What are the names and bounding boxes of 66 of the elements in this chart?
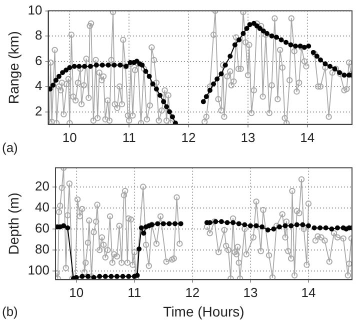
y-tick-label: 2 (35, 103, 42, 118)
y-tick-label: 80 (35, 242, 50, 257)
point (102, 274, 108, 279)
point (126, 274, 132, 279)
y-tick-label: 100 (28, 262, 50, 278)
text: (b) (2, 304, 18, 320)
point (114, 274, 120, 279)
point (230, 220, 236, 226)
point (97, 274, 102, 279)
point (236, 221, 242, 226)
x-tick-label: 11 (128, 284, 142, 300)
point (61, 223, 66, 228)
x-axis-title: Time (Hours) (163, 303, 244, 320)
point (294, 222, 300, 228)
y-tick-label: 8 (35, 28, 42, 43)
point (254, 223, 259, 228)
x-tick-label: 14 (300, 130, 315, 145)
point (300, 222, 306, 228)
point (65, 225, 70, 230)
x-tick-label: 11 (122, 130, 136, 145)
point (141, 230, 146, 236)
point (85, 274, 90, 279)
y-tick-label: 6 (35, 52, 42, 68)
point (160, 221, 166, 226)
point (271, 226, 276, 232)
point (172, 221, 178, 226)
y-tick-label: 4 (35, 78, 42, 94)
point (136, 246, 142, 252)
x-tick-label: 14 (301, 284, 316, 300)
x-tick-label: 10 (62, 130, 77, 145)
point (218, 219, 224, 224)
y-tick-label: 40 (35, 199, 50, 214)
text: (a) (2, 140, 18, 156)
point (108, 274, 114, 279)
y-tick-label: 60 (35, 220, 50, 236)
point (323, 225, 328, 230)
point (248, 223, 253, 228)
point (224, 220, 230, 226)
point (312, 225, 317, 230)
point (80, 274, 85, 279)
x-tick-label: 13 (240, 130, 256, 145)
point (265, 228, 270, 233)
point (260, 224, 265, 230)
y-tick-label: 20 (35, 178, 50, 194)
point (306, 223, 311, 228)
y-axis-title: Range (km) (5, 31, 22, 104)
point (318, 225, 323, 230)
x-tick-label: 13 (243, 284, 258, 300)
point (334, 225, 340, 230)
point (329, 226, 334, 232)
point (288, 223, 294, 228)
point (138, 225, 144, 230)
point (120, 274, 126, 279)
point (178, 221, 184, 226)
point (134, 272, 140, 278)
x-tick-label: 12 (181, 130, 196, 145)
y-tick-label: 10 (28, 2, 42, 18)
point (155, 221, 160, 226)
point (91, 274, 96, 280)
point (242, 222, 248, 228)
point (276, 224, 282, 230)
point (166, 221, 172, 226)
x-tick-label: 10 (69, 284, 84, 300)
y-axis-title: Depth (m) (5, 192, 22, 255)
x-tick-label: 12 (185, 284, 200, 300)
point (282, 223, 288, 228)
